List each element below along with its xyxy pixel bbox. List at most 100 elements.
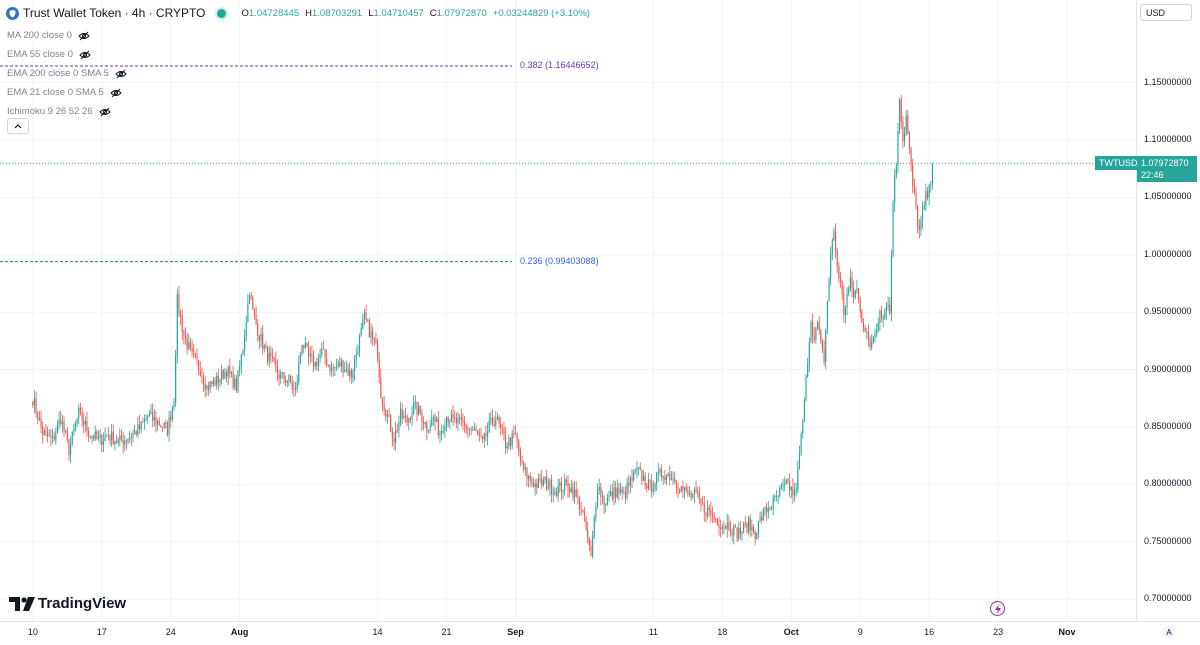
candle-body: [540, 478, 541, 479]
candle-body: [865, 328, 866, 332]
candle-body: [295, 388, 296, 389]
candle-body: [827, 301, 828, 328]
indicator-ema200[interactable]: EMA 200 close 0 SMA 5: [7, 64, 127, 83]
candle-body: [909, 133, 910, 148]
indicator-ma200[interactable]: MA 200 close 0: [7, 26, 127, 45]
symbol-price-tag: TWTUSD: [1095, 156, 1142, 170]
candle-body: [669, 474, 670, 480]
candle-body: [768, 508, 769, 512]
candle-body: [782, 484, 783, 485]
candle-body: [316, 362, 317, 366]
candle-body: [538, 478, 539, 488]
candle-body: [802, 422, 803, 434]
candle-body: [681, 486, 682, 491]
hidden-eye-icon[interactable]: [110, 88, 122, 98]
candle-body: [498, 417, 499, 424]
candle-body: [352, 372, 353, 378]
chart-area[interactable]: [0, 0, 1136, 621]
candle-body: [121, 435, 122, 440]
currency-selector[interactable]: USD: [1140, 4, 1192, 21]
candle-body: [254, 309, 255, 315]
time-axis[interactable]: 10 17 24 Aug 14 21 Sep 11 18 Oct 9 16 23 Nov: [0, 621, 1200, 645]
candle-body: [487, 431, 488, 436]
collapse-legend-button[interactable]: [7, 118, 29, 134]
candle-body: [548, 487, 549, 488]
candle-body: [851, 277, 852, 288]
candle-body: [901, 99, 902, 121]
hidden-eye-icon[interactable]: [78, 31, 90, 41]
hidden-eye-icon[interactable]: [115, 69, 127, 79]
candle-body: [730, 530, 731, 533]
last-price-value: 1.07972870: [1141, 157, 1197, 169]
candle-body: [241, 354, 242, 366]
candle-body: [216, 376, 217, 386]
candle-body: [324, 349, 325, 358]
bar-countdown: 22:46: [1141, 169, 1197, 181]
candle-body: [824, 348, 825, 362]
ohlc-high: H1.08703291: [305, 8, 362, 19]
candle-body: [704, 503, 705, 513]
candle-body: [154, 417, 155, 420]
candle-body: [249, 295, 250, 302]
candle-body: [551, 480, 552, 494]
candle-body: [861, 311, 862, 322]
candle-body: [357, 353, 358, 355]
candle-body: [876, 331, 877, 335]
candle-body: [141, 422, 142, 429]
candle-body: [402, 409, 403, 418]
candle-body: [459, 417, 460, 418]
candle-body: [860, 299, 861, 311]
symbol-title[interactable]: Trust Wallet Token · 4h · CRYPTO: [23, 6, 206, 20]
candle-body: [914, 186, 915, 192]
candle-body: [239, 366, 240, 370]
candle-body: [108, 436, 109, 437]
auto-scale-button[interactable]: A: [1163, 626, 1175, 638]
candle-body: [347, 369, 348, 376]
tradingview-logo[interactable]: TradingView: [9, 595, 126, 612]
candle-body: [106, 436, 107, 437]
hidden-eye-icon[interactable]: [79, 50, 91, 60]
indicator-ema21[interactable]: EMA 21 close 0 SMA 5: [7, 83, 127, 102]
candle-body: [147, 415, 148, 418]
indicator-ema55[interactable]: EMA 55 close 0: [7, 45, 127, 64]
candle-body: [362, 319, 363, 327]
candle-body: [569, 489, 570, 492]
candle-body: [544, 477, 545, 480]
candle-body: [564, 479, 565, 490]
candle-body: [77, 418, 78, 423]
candle-body: [787, 479, 788, 481]
candle-body: [433, 417, 434, 418]
candle-body: [602, 496, 603, 497]
price-axis[interactable]: 1.15000000 1.10000000 1.05000000 1.00000000…: [1136, 0, 1200, 621]
candle-body: [430, 426, 431, 431]
hidden-eye-icon[interactable]: [99, 107, 111, 117]
candle-body: [789, 482, 790, 490]
candle-body: [505, 436, 506, 448]
lightning-icon[interactable]: [990, 601, 1005, 616]
candle-body: [70, 444, 71, 455]
candle-body: [95, 432, 96, 439]
candle-body: [228, 367, 229, 377]
candle-body: [78, 408, 79, 419]
candle-body: [226, 372, 227, 377]
candle-body: [173, 403, 174, 407]
candle-body: [549, 480, 550, 487]
candle-body: [167, 423, 168, 435]
candle-body: [563, 490, 564, 491]
time-tick-label: 16: [924, 627, 934, 637]
candle-body: [303, 345, 304, 348]
candle-body: [924, 205, 925, 209]
candle-body: [572, 487, 573, 498]
candle-body: [274, 357, 275, 360]
candle-body: [576, 489, 577, 495]
market-status-dot[interactable]: [215, 7, 228, 20]
candle-body: [267, 347, 268, 362]
candle-body: [746, 523, 747, 532]
candle-body: [904, 133, 905, 141]
candle-body: [364, 312, 365, 319]
candle-body: [413, 402, 414, 414]
candle-body: [684, 487, 685, 490]
candle-body: [359, 336, 360, 353]
time-tick-label: 23: [993, 627, 1003, 637]
price-chart[interactable]: [0, 0, 1136, 621]
